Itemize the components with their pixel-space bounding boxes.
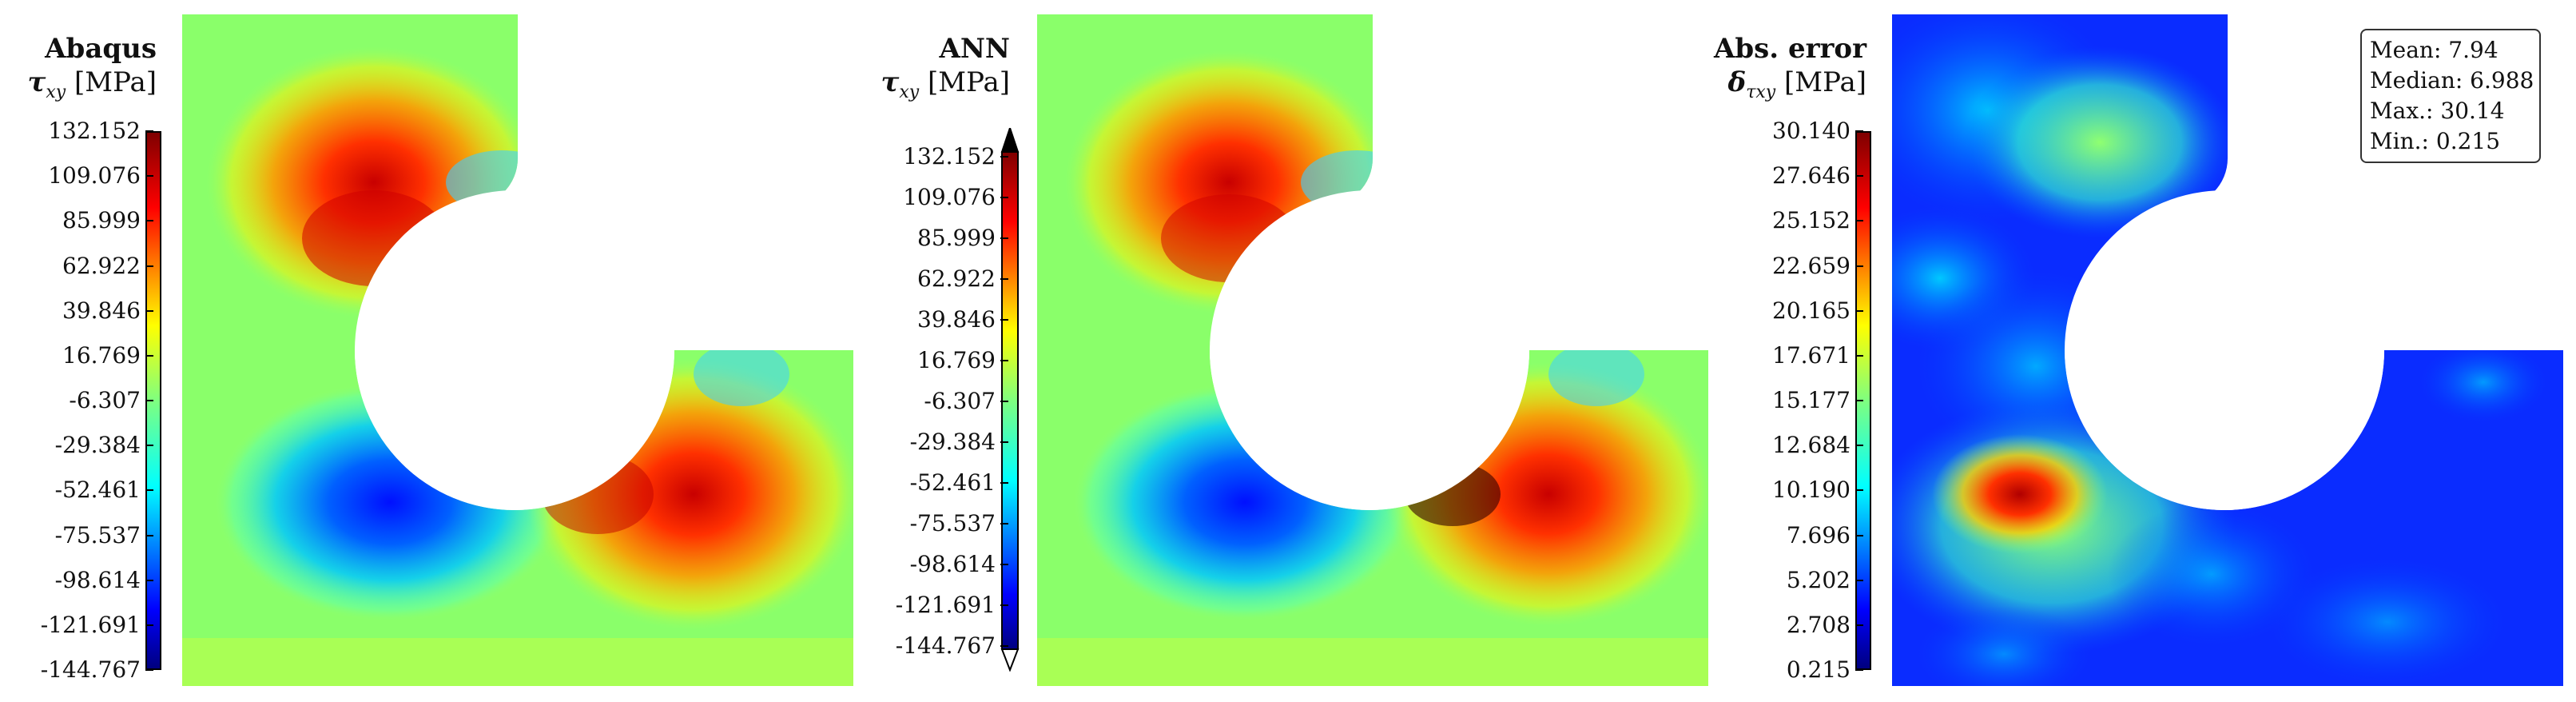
colorbar-tick-label: 16.769 — [62, 341, 141, 369]
colorbar-tick — [1000, 482, 1008, 484]
colorbar-tick — [145, 400, 153, 401]
stress-field-abaqus — [182, 14, 853, 686]
colorbar-tick-label: 85.999 — [62, 207, 141, 234]
colorbar-tick-label: -144.767 — [895, 632, 996, 659]
colorbar-tick — [145, 130, 153, 132]
stat-min: Min.: 0.215 — [2370, 128, 2501, 154]
colorbar-tick-label: -75.537 — [54, 521, 141, 548]
colorbar-tick-label: 0.215 — [1786, 656, 1851, 683]
colorbar-tick-label: 62.922 — [62, 252, 141, 279]
stat-median: Median: 6.988 — [2370, 67, 2534, 94]
colorbar-tick-label: 109.076 — [48, 162, 141, 189]
colorbar-tick — [145, 624, 153, 626]
colorbar-tick-label: -29.384 — [54, 432, 141, 459]
colorbar-quantity: τxy [MPa] — [881, 66, 1010, 102]
panel-title: Abaqus — [45, 33, 157, 65]
colorbar-tick-label: -52.461 — [54, 477, 141, 504]
colorbar-tick-label: 62.922 — [917, 265, 996, 292]
colorbar-tick — [1000, 197, 1008, 198]
colorbar-tick-label: 16.769 — [917, 347, 996, 373]
colorbar-tick — [1855, 400, 1863, 401]
colorbar-title: Abaqus τxy [MPa] — [0, 32, 157, 110]
colorbar-tick-label: -52.461 — [909, 469, 996, 496]
colorbar-tick — [1855, 669, 1863, 671]
colorbar-tick — [1000, 564, 1008, 565]
colorbar-tick — [1855, 534, 1863, 536]
colorbar-tick-label: 132.152 — [903, 143, 996, 170]
colorbar-title: Abs. error δτxy [MPa] — [1710, 32, 1866, 110]
colorbar-tick — [145, 579, 153, 581]
stat-max: Max.: 30.14 — [2370, 98, 2505, 124]
colorbar-tick — [1855, 354, 1863, 357]
colorbar-tick — [1855, 489, 1863, 492]
panel-title: ANN — [939, 33, 1010, 65]
colorbar-tick-label: 5.202 — [1786, 566, 1851, 593]
colorbar-tick-label: 15.177 — [1772, 387, 1851, 413]
colorbar-tick-label: 2.708 — [1786, 611, 1851, 638]
colorbar-tick-label: -121.691 — [40, 611, 141, 638]
colorbar-tick — [1000, 278, 1008, 280]
colorbar-tick-label: 132.152 — [48, 118, 141, 144]
colorbar-tick — [1855, 579, 1863, 581]
colorbar-tick-label: 12.684 — [1772, 432, 1851, 459]
colorbar-quantity: τxy [MPa] — [27, 66, 157, 102]
colorbar-tick — [1855, 220, 1863, 222]
colorbar-tick-label: 85.999 — [917, 225, 996, 251]
colorbar-tick-label: -6.307 — [924, 388, 996, 414]
colorbar-tick-label: -98.614 — [54, 566, 141, 593]
colorbar-tick — [1855, 130, 1863, 132]
colorbar-tick — [145, 534, 153, 536]
colorbar-tick-label: 20.165 — [1772, 297, 1851, 324]
colorbar-tick — [1000, 237, 1008, 239]
colorbar-tick — [145, 220, 153, 222]
colorbar-tick — [1000, 645, 1008, 647]
colorbar-tick — [145, 175, 153, 177]
colorbar-tick — [145, 265, 153, 267]
stress-field-ann — [1037, 14, 1708, 686]
panel-title: Abs. error — [1713, 33, 1866, 65]
colorbar-tick — [1000, 604, 1008, 606]
colorbar-tick — [145, 309, 153, 312]
colorbar-tick-label: -6.307 — [69, 387, 141, 413]
colorbar-tick-label: -75.537 — [909, 510, 996, 536]
colorbar-tick-label: 7.696 — [1786, 521, 1851, 548]
colorbar-tick — [1855, 175, 1863, 177]
colorbar-tick — [145, 445, 153, 447]
colorbar-tick-label: -98.614 — [909, 551, 996, 577]
colorbar-tick — [1855, 445, 1863, 447]
colorbar-tick-label: 109.076 — [903, 184, 996, 210]
colorbar-tick-label: 39.846 — [917, 306, 996, 333]
colorbar-tick-label: -29.384 — [909, 429, 996, 455]
colorbar-tick-label: 17.671 — [1772, 341, 1851, 369]
colorbar-title: ANN τxy [MPa] — [855, 32, 1010, 110]
colorbar-tick — [1000, 523, 1008, 525]
colorbar-tick — [1855, 265, 1863, 267]
stat-mean: Mean: 7.94 — [2370, 37, 2498, 63]
colorbar-tick-label: -144.767 — [40, 656, 141, 683]
colorbar-tick — [1855, 624, 1863, 626]
colorbar-tick — [1000, 319, 1008, 321]
colorbar-tick-label: -121.691 — [895, 592, 996, 618]
colorbar-tick — [145, 489, 153, 492]
colorbar-arrow — [1000, 128, 1020, 672]
colorbar-tick-label: 25.152 — [1772, 207, 1851, 234]
panel-abs-error: Abs. error δτxy [MPa] Mean: 7.94 Median:… — [1710, 0, 2576, 702]
panel-ann: ANN τxy [MPa] 132.152 109.076 85.999 62.922… — [855, 0, 1718, 702]
panel-abaqus: Abaqus τxy [MPa] 132.152 109.076 85.999 62.… — [0, 0, 863, 702]
colorbar-tick-label: 22.659 — [1772, 252, 1851, 279]
colorbar-tick-label: 27.646 — [1772, 162, 1851, 189]
colorbar-tick — [1000, 441, 1008, 443]
colorbar-tick — [1000, 156, 1008, 158]
colorbar-quantity: δτxy [MPa] — [1727, 66, 1866, 102]
colorbar-tick — [145, 669, 153, 671]
colorbar-tick-label: 10.190 — [1772, 477, 1851, 504]
error-statistics-box: Mean: 7.94 Median: 6.988 Max.: 30.14 Min… — [2360, 29, 2541, 163]
colorbar-tick-label: 39.846 — [62, 297, 141, 324]
colorbar-tick — [1000, 401, 1008, 402]
colorbar-tick — [1000, 360, 1008, 361]
colorbar-tick-label: 30.140 — [1772, 118, 1851, 144]
colorbar-tick — [145, 354, 153, 357]
colorbar-tick — [1855, 309, 1863, 312]
